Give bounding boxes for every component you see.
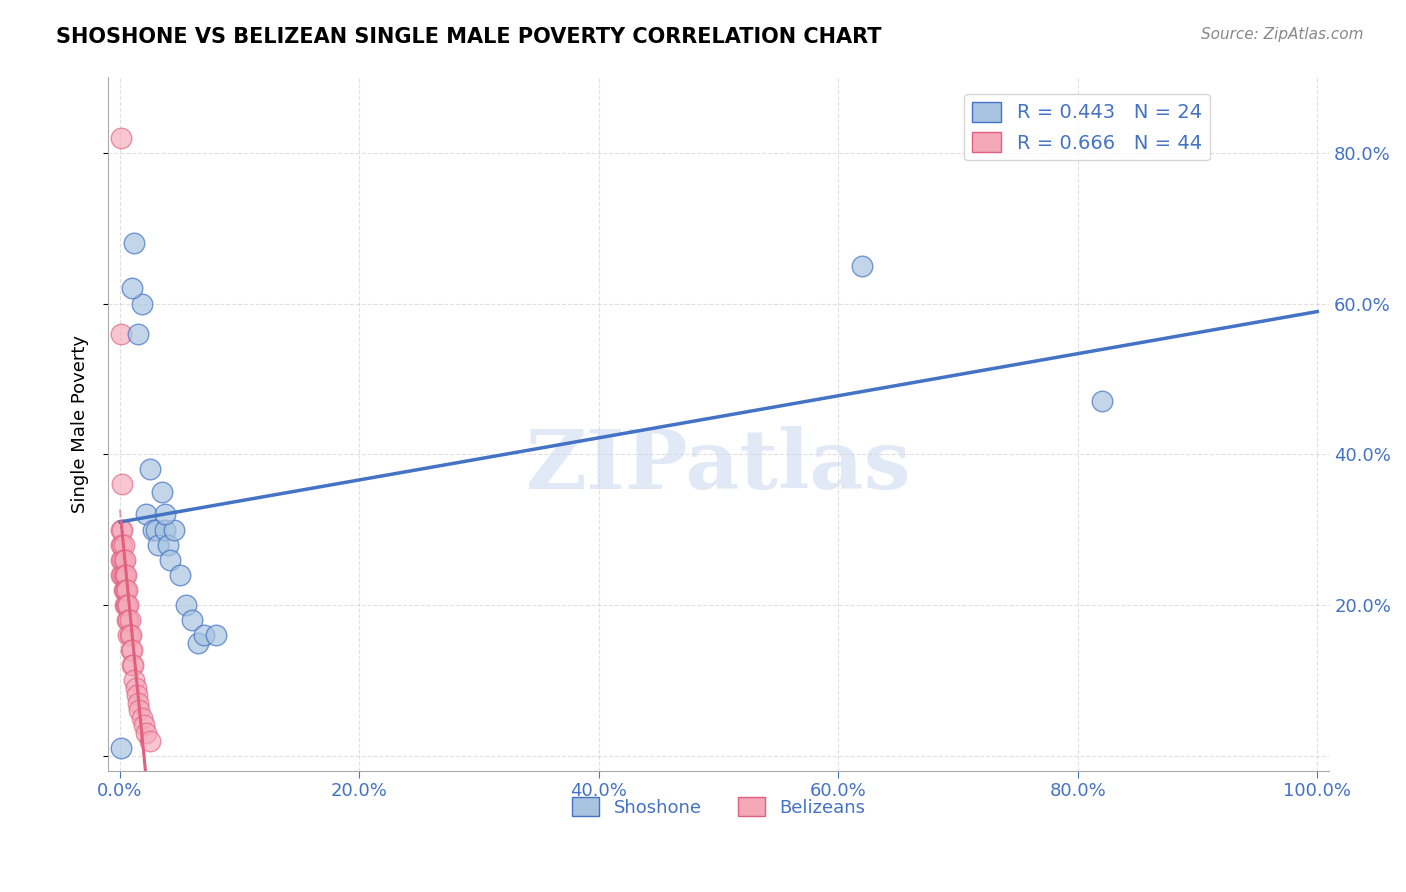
Point: [193, 628, 215, 642]
Point: [112, 538, 135, 552]
Point: [117, 598, 139, 612]
Point: [114, 552, 136, 566]
Point: [159, 552, 181, 566]
Point: [142, 523, 165, 537]
Point: [121, 281, 143, 295]
Point: [131, 711, 153, 725]
Point: [155, 523, 177, 537]
Point: [111, 538, 134, 552]
Point: [115, 598, 138, 612]
Point: [115, 598, 138, 612]
Point: [132, 718, 155, 732]
Point: [150, 484, 173, 499]
Text: ZIPatlas: ZIPatlas: [526, 425, 911, 506]
Point: [122, 658, 145, 673]
Point: [115, 582, 138, 597]
Point: [118, 613, 141, 627]
Point: [110, 326, 132, 341]
Point: [112, 552, 135, 566]
Point: [114, 567, 136, 582]
Point: [121, 643, 143, 657]
Point: [145, 523, 167, 537]
Legend: Shoshone, Belizeans: Shoshone, Belizeans: [565, 790, 873, 824]
Point: [174, 598, 197, 612]
Point: [125, 689, 148, 703]
Point: [127, 696, 149, 710]
Point: [156, 538, 179, 552]
Point: [111, 477, 134, 491]
Point: [112, 567, 135, 582]
Text: Source: ZipAtlas.com: Source: ZipAtlas.com: [1201, 27, 1364, 42]
Point: [110, 567, 132, 582]
Point: [110, 538, 132, 552]
Point: [115, 567, 138, 582]
Point: [114, 598, 136, 612]
Point: [180, 613, 202, 627]
Point: [115, 582, 138, 597]
Text: SHOSHONE VS BELIZEAN SINGLE MALE POVERTY CORRELATION CHART: SHOSHONE VS BELIZEAN SINGLE MALE POVERTY…: [56, 27, 882, 46]
Point: [1091, 394, 1114, 409]
Point: [124, 681, 146, 695]
Point: [114, 582, 136, 597]
Point: [204, 628, 226, 642]
Point: [110, 741, 132, 756]
Point: [110, 552, 132, 566]
Point: [851, 259, 873, 273]
Point: [120, 628, 142, 642]
Point: [187, 635, 209, 649]
Point: [112, 582, 135, 597]
Point: [163, 523, 186, 537]
Point: [124, 673, 146, 688]
Point: [117, 613, 139, 627]
Point: [169, 567, 191, 582]
Point: [111, 567, 134, 582]
Point: [111, 523, 134, 537]
Point: [139, 462, 162, 476]
Point: [131, 296, 153, 310]
Point: [118, 628, 141, 642]
Point: [155, 508, 177, 522]
Point: [135, 726, 157, 740]
Point: [148, 538, 170, 552]
Point: [128, 703, 150, 717]
Point: [121, 658, 143, 673]
Point: [139, 733, 162, 747]
Point: [110, 523, 132, 537]
Point: [110, 130, 132, 145]
Point: [115, 613, 138, 627]
Y-axis label: Single Male Poverty: Single Male Poverty: [72, 335, 89, 513]
Point: [117, 628, 139, 642]
Point: [135, 508, 157, 522]
Point: [120, 643, 142, 657]
Point: [124, 236, 146, 251]
Point: [127, 326, 149, 341]
Point: [111, 552, 134, 566]
